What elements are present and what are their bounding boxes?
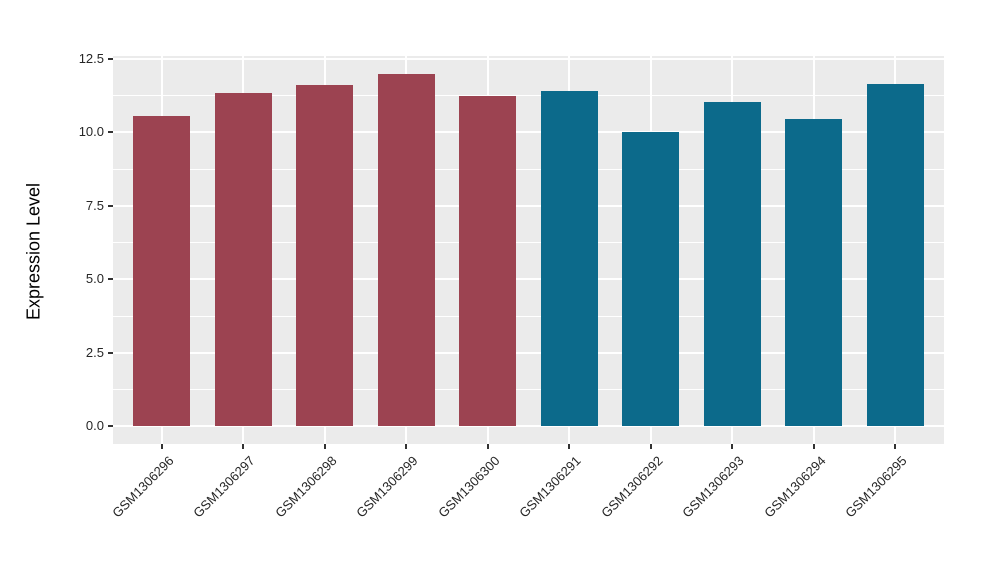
y-tick-mark <box>108 131 113 134</box>
gridline-major <box>113 425 944 428</box>
plot-panel <box>113 56 944 444</box>
gridline-major <box>113 57 944 60</box>
x-tick-mark <box>731 444 734 449</box>
bar <box>622 132 680 427</box>
x-tick-mark <box>812 444 815 449</box>
x-tick-mark <box>894 444 897 449</box>
bar <box>540 91 598 427</box>
gridline-major <box>113 131 944 134</box>
y-tick-label: 7.5 <box>85 197 104 213</box>
y-tick-label: 0.0 <box>85 418 104 434</box>
gridline-minor <box>113 315 944 317</box>
bar <box>785 119 843 427</box>
y-tick-label: 12.5 <box>78 50 104 66</box>
x-tick-mark <box>486 444 489 449</box>
bar <box>703 101 761 427</box>
y-tick-mark <box>108 204 113 207</box>
gridline-major <box>113 351 944 354</box>
x-tick-mark <box>323 444 326 449</box>
y-tick-mark <box>108 425 113 428</box>
y-tick-mark <box>108 351 113 354</box>
x-tick-mark <box>160 444 163 449</box>
gridline-major <box>113 204 944 207</box>
x-tick-mark <box>649 444 652 449</box>
gridline-major <box>113 278 944 281</box>
bar <box>377 73 435 427</box>
x-tick-mark <box>242 444 245 449</box>
gridline-minor <box>113 242 944 244</box>
y-tick-mark <box>108 278 113 281</box>
bar <box>214 92 272 427</box>
y-tick-label: 10.0 <box>78 124 104 140</box>
y-tick-label: 2.5 <box>85 344 104 360</box>
gridline-minor <box>113 95 944 97</box>
x-tick-mark <box>568 444 571 449</box>
bar <box>459 95 517 427</box>
y-axis-title: Expression Level <box>23 182 44 321</box>
bar <box>133 116 191 427</box>
bar <box>296 85 354 427</box>
x-tick-mark <box>405 444 408 449</box>
y-tick-mark <box>108 57 113 60</box>
gridline-minor <box>113 168 944 170</box>
bar <box>866 83 924 427</box>
y-tick-label: 5.0 <box>85 271 104 287</box>
gridline-minor <box>113 389 944 391</box>
